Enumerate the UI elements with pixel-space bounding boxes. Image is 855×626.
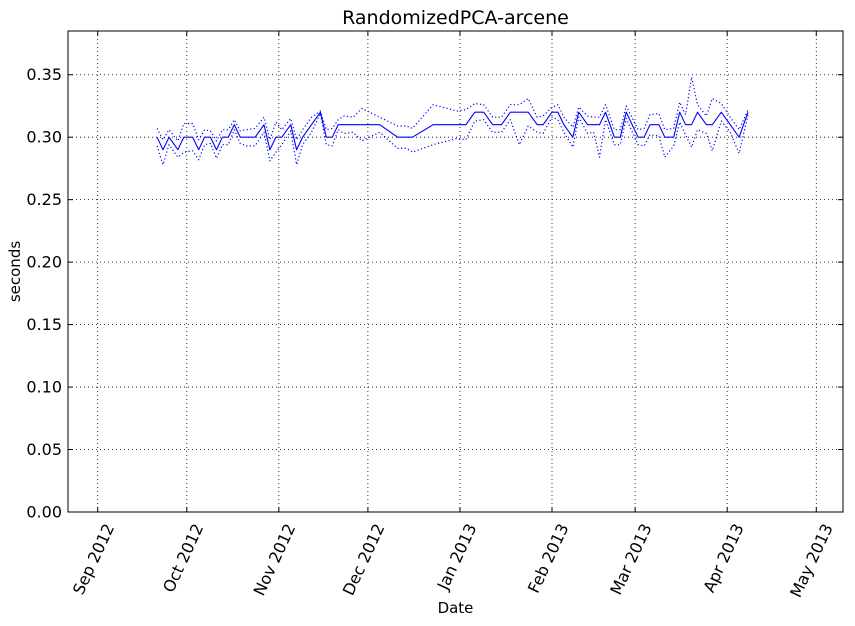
series-line-mean: [156, 111, 749, 151]
y-tick-label: 0.05: [26, 440, 62, 459]
plot-frame: [67, 30, 844, 513]
y-axis-label: seconds: [6, 241, 24, 302]
grid-lines: [68, 31, 843, 512]
series-group: [156, 76, 749, 166]
y-tick-label: 0.25: [26, 190, 62, 209]
x-axis-label: Date: [438, 599, 474, 617]
y-tick-label: 0.00: [26, 503, 62, 522]
y-tick-label: 0.35: [26, 65, 62, 84]
chart-title: RandomizedPCA-arcene: [342, 7, 569, 29]
y-tick-label: 0.20: [26, 253, 62, 272]
y-tick-label: 0.10: [26, 378, 62, 397]
y-tick-label: 0.30: [26, 128, 62, 147]
series-line-bound-2: [156, 112, 749, 166]
y-tick-label: 0.15: [26, 315, 62, 334]
